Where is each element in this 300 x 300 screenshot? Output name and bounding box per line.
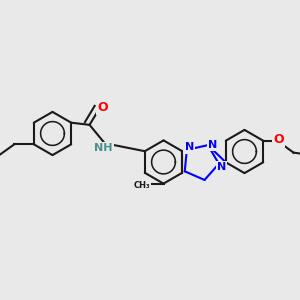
- Text: NH: NH: [94, 143, 112, 153]
- Text: O: O: [98, 101, 108, 114]
- Text: CH₃: CH₃: [133, 181, 150, 190]
- Text: N: N: [217, 162, 226, 172]
- Text: O: O: [273, 133, 284, 146]
- Text: N: N: [184, 142, 194, 152]
- Text: N: N: [208, 140, 217, 150]
